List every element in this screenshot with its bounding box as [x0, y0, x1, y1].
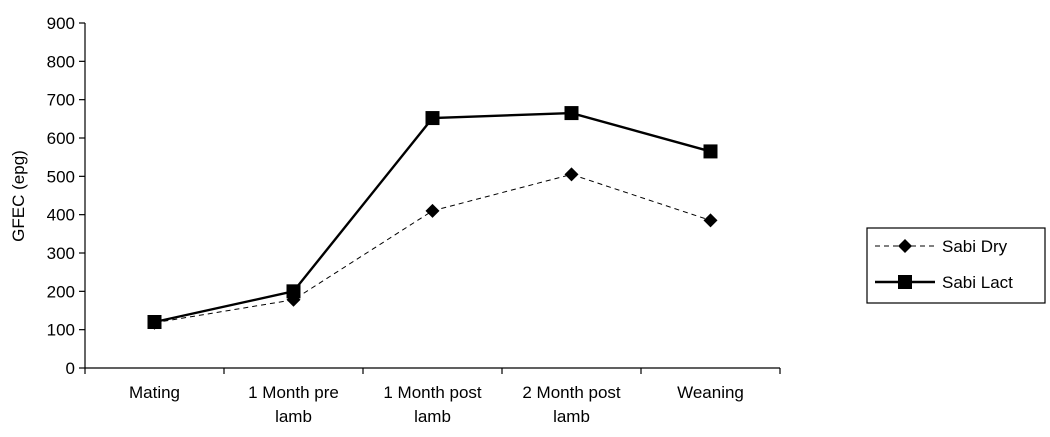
- y-tick-label: 700: [47, 91, 75, 110]
- series-layer: [147, 106, 718, 330]
- y-tick-label: 600: [47, 129, 75, 148]
- data-point: [425, 111, 440, 126]
- data-point: [564, 106, 579, 121]
- x-axis: Mating 1 Month pre lamb 1 Month post lamb 2 M…: [84, 367, 781, 426]
- x-tick-label: Mating: [129, 383, 180, 402]
- legend-label: Sabi Dry: [942, 237, 1008, 256]
- data-point: [425, 203, 440, 218]
- data-point: [286, 284, 301, 299]
- data-point: [703, 213, 718, 228]
- y-tick-label: 200: [47, 282, 75, 301]
- legend: Sabi Dry Sabi Lact: [866, 227, 1046, 304]
- x-tick-label: Weaning: [677, 383, 744, 402]
- x-tick-label: 1 Month post lamb: [383, 383, 482, 426]
- y-axis: 0 100 200 300 400 500 600 700 800 900: [47, 14, 86, 378]
- y-tick-label: 0: [66, 359, 75, 378]
- legend-box: [866, 227, 1046, 304]
- legend-marker: [898, 275, 912, 289]
- legend-marker: [898, 239, 912, 253]
- x-tick-label: 1 Month pre lamb: [248, 383, 339, 426]
- y-tick-label: 400: [47, 206, 75, 225]
- data-point: [703, 144, 718, 159]
- y-tick-label: 800: [47, 52, 75, 71]
- data-point: [564, 167, 579, 182]
- y-tick-label: 100: [47, 321, 75, 340]
- y-tick-label: 300: [47, 244, 75, 263]
- series-line: [154, 173, 711, 324]
- y-tick-label: 900: [47, 14, 75, 33]
- y-tick-label: 500: [47, 167, 75, 186]
- y-axis-title: GFEC (epg): [9, 150, 28, 242]
- data-point: [147, 315, 162, 329]
- legend-label: Sabi Lact: [942, 273, 1013, 292]
- x-tick-label: 2 Month post lamb: [522, 383, 621, 426]
